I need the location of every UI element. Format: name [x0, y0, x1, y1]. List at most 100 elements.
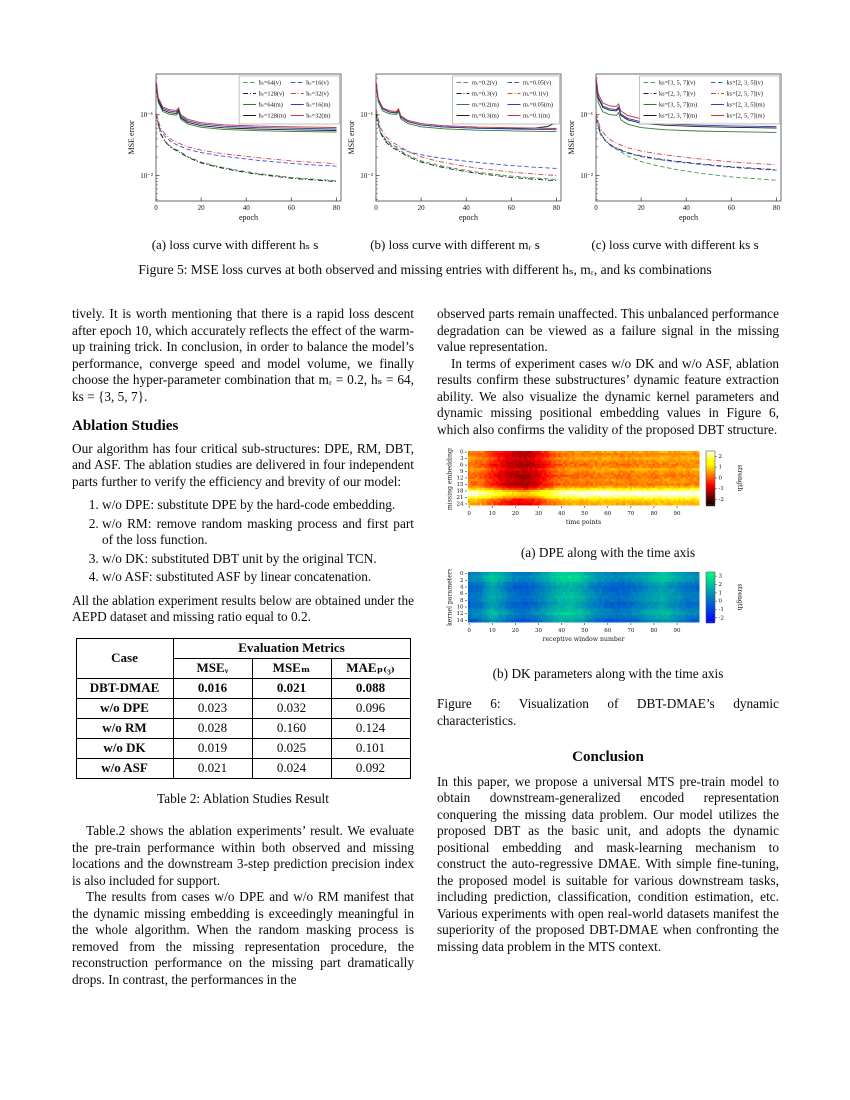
figure5-caption: Figure 5: MSE loss curves at both observ… — [138, 262, 712, 277]
y-axis-label: MSE error — [567, 120, 576, 154]
legend-label: ks=[2, 3, 7](m) — [659, 113, 697, 120]
x-axis-label: epoch — [459, 213, 478, 222]
legend: mᵣ=0.2(v) mᵣ=0.3(v) mᵣ=0.2(m) mᵣ=0.3(m) mᵣ=0… — [452, 75, 560, 125]
figure-5: 10⁻¹ 10⁻² 0 20 40 60 80 epoch MSE error hₛ=64(v) h… — [125, 70, 785, 232]
paragraph: All the ablation experiment results belo… — [72, 592, 414, 625]
y-tick-label: 10⁻¹ — [360, 111, 373, 119]
paragraph: Table.2 shows the ablation experiments’ … — [72, 823, 414, 888]
x-tick-label: 40 — [463, 204, 471, 212]
x-tick-label: 60 — [728, 204, 736, 212]
table-row: w/o RM 0.028 0.160 0.124 — [75, 717, 411, 739]
legend-label: hₛ=32(v) — [306, 91, 328, 98]
legend-label: hₛ=128(m) — [259, 113, 286, 120]
y-tick-label: 10⁻² — [360, 172, 373, 180]
legend-label: mᵣ=0.3(m) — [472, 113, 499, 120]
series-line — [375, 108, 557, 176]
subcaption-dk: (b) DK parameters along with the time ax… — [492, 665, 724, 681]
table-row: w/o DK 0.019 0.025 0.101 — [75, 737, 411, 759]
left-column: tively. It is worth mentioning that ther… — [72, 306, 414, 988]
series-line — [155, 81, 337, 130]
subcaption-c: (c) loss curve with different ks s — [591, 237, 759, 252]
legend-label: mᵣ=0.3(v) — [472, 91, 497, 98]
paragraph: The results from cases w/o DPE and w/o R… — [72, 889, 414, 987]
plot-frame — [155, 73, 342, 202]
legend: ks=[3, 5, 7](v) ks=[2, 3, 7](v) ks=[3, 5, … — [639, 75, 780, 125]
subcaption-dpe: (a) DPE along with the time axis — [520, 545, 696, 560]
series-line — [375, 82, 557, 131]
table-cell-value: 0.025 — [251, 737, 332, 759]
table-cell-value: 0.016 — [172, 677, 253, 699]
subcaption-a: (a) loss curve with different hₛ s — [151, 237, 319, 252]
y-tick-label: 10⁻¹ — [140, 111, 153, 119]
table-cell-value: 0.032 — [251, 697, 332, 719]
legend-label: ks=[2, 3, 5](m) — [727, 102, 765, 109]
heatmap-dpe — [443, 448, 773, 544]
legend-label: hₛ=16(m) — [306, 102, 330, 109]
legend-label: hₛ=16(v) — [306, 80, 328, 87]
table-cell-value: 0.096 — [330, 697, 411, 719]
series-line — [375, 81, 557, 129]
list-item: w/o ASF: substituted ASF by linear conca… — [102, 569, 414, 586]
table-header-case: Case — [75, 637, 174, 679]
table-row: DBT-DMAE 0.016 0.021 0.088 — [75, 677, 411, 699]
list-item: w/o DK: substituted DBT unit by the orig… — [102, 551, 414, 568]
heatmap-dk — [443, 568, 773, 665]
right-column: observed parts remain unaffected. This u… — [437, 306, 779, 955]
paragraph: tively. It is worth mentioning that ther… — [72, 306, 414, 404]
x-tick-label: 0 — [374, 204, 378, 212]
table-cell-case: w/o DPE — [75, 697, 174, 719]
x-tick-label: 40 — [243, 204, 251, 212]
table-header-metric: MAEₚ₍₃₎ — [330, 657, 411, 679]
table-cell-value: 0.019 — [172, 737, 253, 759]
legend-label: hₛ=32(m) — [306, 113, 330, 120]
legend-label: mᵣ=0.1(v) — [523, 91, 548, 98]
legend-label: hₛ=64(v) — [259, 80, 281, 87]
heatmap-dk-canvas — [443, 568, 773, 665]
heatmap-dpe-canvas — [443, 448, 773, 544]
series-line — [595, 80, 777, 129]
table-cell-value: 0.023 — [172, 697, 253, 719]
legend-label: ks=[2, 5, 7](m) — [727, 113, 765, 120]
table-row: w/o ASF 0.021 0.024 0.092 — [75, 757, 411, 779]
legend-label: mᵣ=0.05(v) — [523, 80, 551, 87]
series-line — [155, 112, 337, 165]
x-tick-label: 60 — [288, 204, 296, 212]
y-axis-label: MSE error — [127, 120, 136, 154]
series-line — [595, 79, 777, 128]
table-cell-value: 0.101 — [330, 737, 411, 759]
paragraph: observed parts remain unaffected. This u… — [437, 306, 779, 354]
series-line — [595, 85, 777, 133]
x-tick-label: 20 — [198, 204, 206, 212]
series-line — [155, 114, 337, 182]
series-line — [375, 84, 557, 133]
y-tick-label: 10⁻¹ — [580, 111, 593, 119]
figure6-caption: Figure 6: Visualization of DBT-DMAE’s dy… — [437, 696, 779, 728]
table-cell-case: w/o RM — [75, 717, 174, 739]
legend-label: mᵣ=0.2(m) — [472, 102, 499, 109]
table-cell-value: 0.160 — [251, 717, 332, 739]
legend-label: hₛ=128(v) — [259, 91, 285, 98]
series-line — [375, 113, 557, 182]
loss-plot-mr: 10⁻¹ 10⁻² 0 20 40 60 80 epoch MSE error mᵣ=0.2(v)… — [347, 73, 562, 222]
series-line — [155, 114, 337, 167]
x-tick-label: 40 — [683, 204, 691, 212]
paragraph: In terms of experiment cases w/o DK and … — [437, 355, 779, 437]
legend: hₛ=64(v) hₛ=128(v) hₛ=64(m) hₛ=128(m) hₛ=16(… — [238, 75, 340, 125]
paragraph: In this paper, we propose a universal MT… — [437, 773, 779, 954]
x-tick-label: 80 — [333, 204, 341, 212]
list-item: w/o DPE: substitute DPE by the hard-code… — [102, 497, 414, 514]
legend-label: ks=[3, 5, 7](m) — [659, 102, 697, 109]
x-tick-label: 80 — [553, 204, 561, 212]
plot-frame — [375, 73, 562, 202]
x-tick-label: 0 — [594, 204, 598, 212]
table-header-metric: MSEᵥ — [172, 657, 253, 679]
table-cell-value: 0.021 — [172, 757, 253, 779]
series-line — [595, 113, 777, 166]
series-line — [155, 84, 337, 133]
plot-frame — [595, 73, 782, 202]
legend-label: ks=[3, 5, 7](v) — [659, 80, 695, 87]
table-cell-value: 0.021 — [251, 677, 332, 699]
legend-label: ks=[2, 3, 5](v) — [727, 80, 763, 87]
